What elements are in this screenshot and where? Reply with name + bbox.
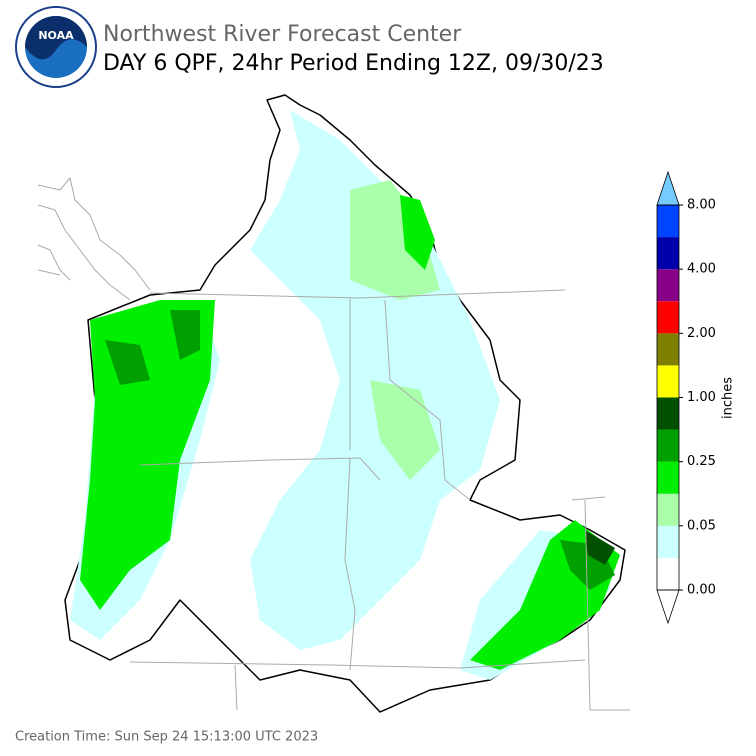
color-swatch	[657, 493, 679, 526]
color-swatch	[657, 237, 679, 270]
color-swatch	[657, 557, 679, 590]
colorbar-label: inches	[721, 377, 736, 419]
tick-label: 0.25	[687, 454, 716, 469]
title: Northwest River Forecast Center	[103, 22, 462, 47]
subtitle: DAY 6 QPF, 24hr Period Ending 12Z, 09/30…	[103, 51, 604, 76]
over-arrow	[656, 170, 680, 206]
precip	[70, 110, 620, 680]
noaa-logo: NOAA	[15, 6, 97, 88]
color-swatch	[657, 205, 679, 238]
color-swatch	[657, 365, 679, 398]
tick-label: 2.00	[687, 326, 716, 341]
map	[37, 94, 630, 713]
creation-time: Creation Time: Sun Sep 24 15:13:00 UTC 2…	[15, 730, 318, 745]
color-swatch	[657, 397, 679, 430]
tick-label: 8.00	[687, 198, 716, 213]
tick-label: 4.00	[687, 262, 716, 277]
color-swatch	[657, 301, 679, 334]
logo-text: NOAA	[38, 29, 74, 42]
tick-label: 0.00	[687, 583, 716, 598]
colorbar: 0.00 0.05 0.25 1.00 2.00 4.00 8.00	[656, 170, 716, 625]
color-swatch	[657, 525, 679, 558]
color-swatch	[657, 429, 679, 462]
state-borders	[129, 289, 630, 711]
color-swatch	[657, 333, 679, 366]
color-swatch	[657, 269, 679, 302]
tick-label: 0.05	[687, 518, 716, 533]
color-swatch	[657, 461, 679, 494]
tick-label: 1.00	[687, 390, 716, 405]
under-arrow	[656, 589, 680, 625]
coastline	[37, 177, 151, 301]
